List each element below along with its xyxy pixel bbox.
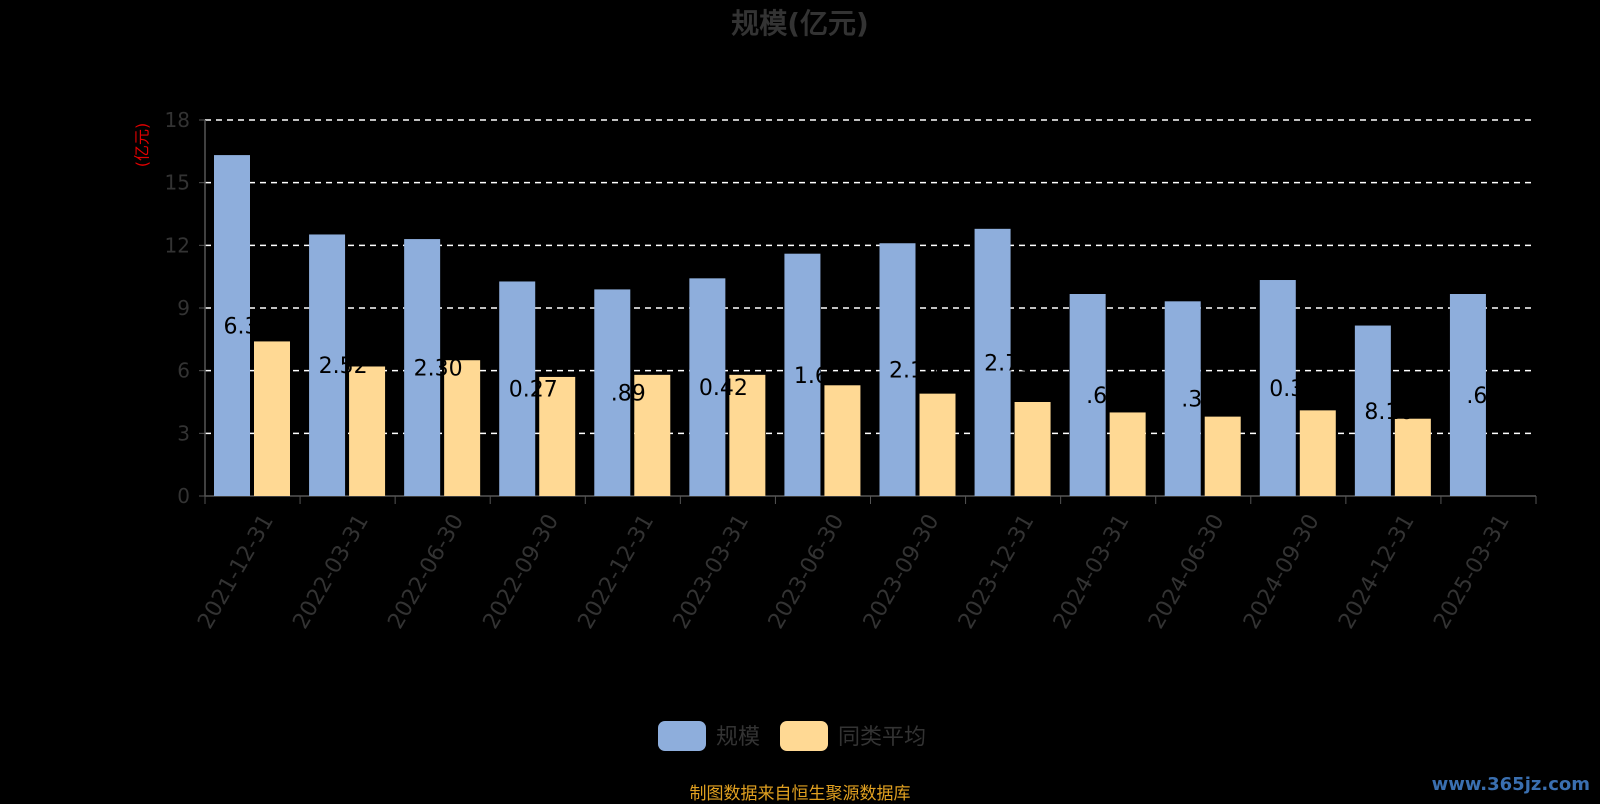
legend-swatch-scale [658, 721, 706, 751]
bar-scale [1164, 301, 1201, 496]
x-tick-label: 2022-09-30 [479, 510, 565, 633]
bar-scale [499, 281, 536, 496]
x-tick-label: 2023-03-31 [669, 510, 755, 633]
bar-scale [974, 228, 1011, 496]
bar-scale [404, 239, 441, 497]
bar-scale [1449, 294, 1486, 496]
data-label: 2.79 [984, 351, 1033, 376]
data-label: 2.10 [889, 359, 938, 384]
bar-category-average [634, 374, 671, 496]
data-label: 0.42 [699, 376, 748, 401]
bar-scale [1069, 294, 1106, 496]
chart-title: 规模(亿元) [731, 7, 869, 40]
x-tick-label: 2023-12-31 [954, 510, 1040, 633]
legend-label-category-average: 同类平均 [838, 725, 926, 750]
x-tick-label: 2024-06-30 [1144, 510, 1230, 633]
bar-category-average [349, 366, 386, 496]
y-tick-label: 12 [165, 233, 190, 257]
x-tick-label: 2025-03-31 [1429, 510, 1515, 633]
bar-scale [309, 234, 346, 496]
y-axis-label: (亿元) [133, 123, 152, 168]
watermark: www.365jz.com [1431, 774, 1590, 795]
x-tick-label: 2023-09-30 [859, 510, 945, 633]
bar-category-average [1109, 412, 1146, 496]
y-tick-label: 0 [177, 484, 190, 508]
y-tick-label: 18 [165, 108, 190, 132]
x-tick-label: 2022-06-30 [383, 510, 469, 633]
bar-category-average [444, 360, 481, 496]
bar-category-average [1394, 418, 1431, 496]
bar-category-average [919, 393, 956, 496]
data-label: .32 [1181, 388, 1216, 413]
x-tick-label: 2024-12-31 [1334, 510, 1420, 633]
x-tick-label: 2022-03-31 [288, 510, 374, 633]
data-label: .89 [611, 382, 646, 407]
data-label: 2.30 [414, 357, 463, 382]
bar-category-average [1014, 402, 1051, 496]
y-tick-label: 15 [165, 171, 190, 195]
y-tick-label: 3 [177, 421, 190, 445]
data-label: 0.27 [509, 378, 558, 403]
x-tick-label: 2022-12-31 [574, 510, 660, 633]
bar-scale [594, 289, 631, 496]
bar-category-average [254, 341, 290, 496]
bar-scale [1259, 280, 1296, 496]
bar-category-average [1204, 416, 1241, 496]
x-tick-label: 2023-06-30 [764, 510, 850, 633]
data-label: 2.52 [319, 354, 368, 379]
x-tick-label: 2021-12-31 [193, 510, 279, 633]
bar-scale [214, 155, 250, 497]
data-label: 6.32 [224, 315, 273, 340]
legend-label-scale: 规模 [716, 725, 760, 750]
bar-scale [784, 253, 821, 496]
data-label: 1.60 [794, 364, 843, 389]
bar-category-average [1299, 410, 1336, 496]
x-tick-label: 2024-09-30 [1239, 510, 1325, 633]
bar-scale [1354, 325, 1391, 496]
bar-category-average [539, 376, 576, 496]
legend-swatch-category-average [780, 721, 828, 751]
bar-category-average [824, 385, 861, 496]
data-label: 0.34 [1269, 377, 1318, 402]
y-tick-label: 6 [177, 359, 190, 383]
y-tick-label: 9 [177, 296, 190, 320]
data-label: 8.16 [1364, 400, 1413, 425]
bar-category-average [729, 374, 766, 496]
data-source-note: 制图数据来自恒生聚源数据库 [689, 784, 911, 804]
data-label: .67 [1466, 384, 1501, 409]
x-tick-label: 2024-03-31 [1049, 510, 1135, 633]
data-label: .67 [1086, 384, 1121, 409]
bar-scale [879, 243, 916, 496]
bar-scale [689, 278, 726, 496]
